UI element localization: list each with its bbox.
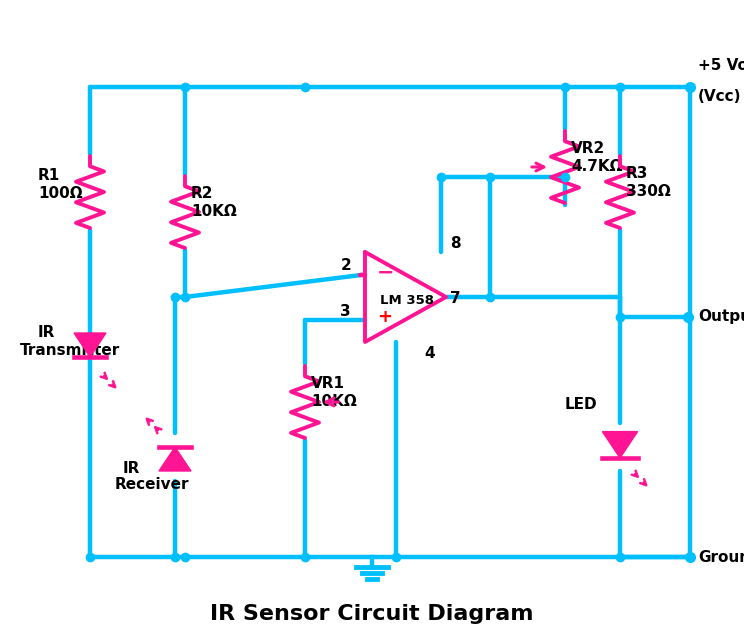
Text: 8: 8 [450,236,461,251]
Text: LM 358: LM 358 [380,295,434,308]
Text: 330Ω: 330Ω [626,184,671,199]
Text: Ground: Ground [698,550,744,564]
Text: R2: R2 [191,186,214,201]
Text: R3: R3 [626,166,648,181]
Text: 100Ω: 100Ω [38,186,83,201]
Polygon shape [159,447,191,471]
Polygon shape [74,333,106,357]
Text: (Vcc): (Vcc) [698,89,742,104]
Text: 4.7KΩ: 4.7KΩ [571,159,623,174]
Text: VR1: VR1 [311,376,345,391]
Text: 4: 4 [424,346,434,361]
Text: Receiver: Receiver [115,477,190,492]
Text: IR: IR [38,325,55,340]
Text: 3: 3 [340,304,351,318]
Text: 10KΩ: 10KΩ [311,394,357,409]
Polygon shape [603,431,638,458]
Text: +5 Volt: +5 Volt [698,58,744,73]
Text: +: + [377,309,392,327]
Text: VR2: VR2 [571,141,606,156]
Text: IR: IR [123,461,141,476]
Text: R1: R1 [38,168,60,183]
Text: 2: 2 [340,259,351,273]
Text: 7: 7 [450,291,461,306]
Text: Transmitter: Transmitter [20,343,121,358]
Text: −: − [377,263,394,282]
Text: LED: LED [565,397,597,412]
Text: Output: Output [698,309,744,324]
Text: IR Sensor Circuit Diagram: IR Sensor Circuit Diagram [211,604,533,624]
Text: 10KΩ: 10KΩ [191,204,237,219]
